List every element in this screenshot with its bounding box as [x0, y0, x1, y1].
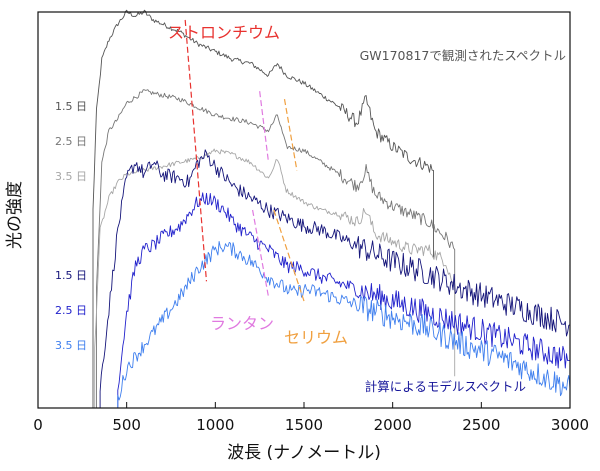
- feature-lines-layer: [184, 19, 305, 302]
- model-spectrum-line-2: [117, 192, 571, 408]
- epoch-label-observed-1: 1.5 日: [55, 100, 87, 113]
- cerium-label: セリウム: [284, 328, 348, 347]
- x-axis-label: 波長 (ナノメートル): [227, 443, 381, 463]
- cerium-feature-line: [273, 209, 305, 302]
- observed-group-label: GW170817で観測されたスペクトル: [360, 48, 566, 63]
- lanthanum-feature-line: [251, 209, 270, 298]
- lanthanum-feature-line: [259, 91, 270, 163]
- strontium-feature-line: [184, 19, 208, 282]
- x-tick-label: 2500: [462, 416, 500, 434]
- series-layer: [92, 9, 571, 408]
- model-group-label: 計算によるモデルスペクトル: [365, 379, 526, 394]
- epoch-label-observed-2: 2.5 日: [55, 135, 87, 148]
- x-tick-label: 2000: [374, 416, 412, 434]
- x-tick-label: 1000: [196, 416, 234, 434]
- epoch-label-model-2: 2.5 日: [55, 304, 87, 317]
- model-spectrum-line-1: [99, 149, 571, 408]
- cerium-feature-line: [283, 99, 298, 171]
- x-ticks: 0 500 1000 1500 2000 2500 3000: [33, 402, 589, 434]
- epoch-label-model-3: 3.5 日: [55, 339, 87, 352]
- model-spectrum-line-3: [117, 241, 571, 408]
- x-tick-label: 1500: [285, 416, 323, 434]
- x-tick-label: 0: [33, 416, 43, 434]
- x-tick-label: 500: [112, 416, 141, 434]
- epoch-label-observed-3: 3.5 日: [55, 170, 87, 183]
- strontium-label: ストロンチウム: [168, 23, 280, 42]
- plot-frame: [37, 11, 571, 409]
- observed-spectrum-line-1: [92, 9, 434, 408]
- y-axis-label: 光の強度: [5, 181, 25, 249]
- observed-spectrum-line-2: [96, 89, 456, 408]
- x-tick-label: 3000: [551, 416, 589, 434]
- observed-spectrum-line-3: [94, 148, 456, 408]
- lanthanum-label: ランタン: [210, 314, 274, 333]
- epoch-label-model-1: 1.5 日: [55, 269, 87, 282]
